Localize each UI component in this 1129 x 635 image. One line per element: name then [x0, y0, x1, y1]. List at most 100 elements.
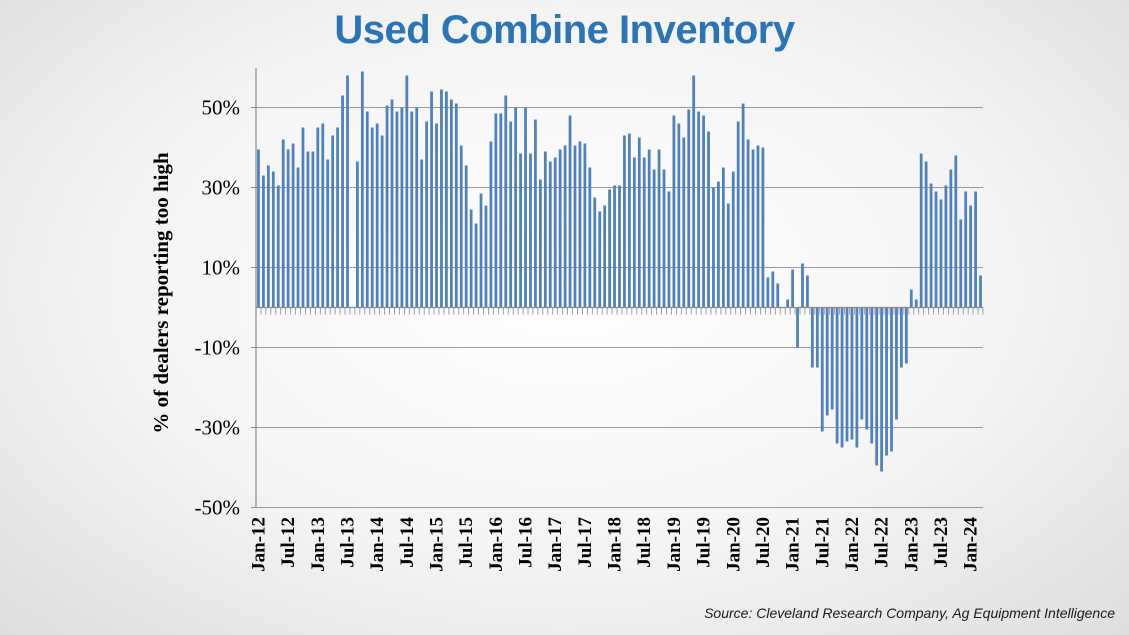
bar: [919, 153, 923, 308]
bar: [830, 307, 834, 410]
bar: [484, 205, 488, 308]
bar: [766, 277, 770, 308]
bar: [850, 307, 854, 440]
bar: [875, 307, 879, 466]
bar: [652, 169, 656, 308]
bar: [746, 139, 750, 308]
x-tick-label: Jul-18: [634, 517, 655, 568]
x-tick-label: Jul-14: [397, 517, 418, 568]
bar: [731, 171, 735, 308]
bar: [430, 91, 433, 308]
x-tick-label: Jul-21: [812, 517, 833, 568]
bar: [677, 123, 681, 308]
bar: [316, 127, 320, 308]
bar: [370, 127, 374, 308]
bar: [647, 149, 651, 308]
bar: [291, 143, 295, 308]
bar: [578, 141, 582, 308]
bar: [608, 189, 611, 308]
bar: [712, 187, 715, 308]
y-tick-label: -30%: [195, 416, 241, 440]
bar: [632, 157, 636, 308]
bar: [618, 185, 621, 308]
y-tick-label: -50%: [195, 496, 241, 520]
bar: [726, 203, 730, 308]
bar: [306, 151, 310, 308]
x-tick-label: Jul-22: [872, 517, 893, 568]
bar: [806, 275, 809, 308]
y-tick-label: 30%: [202, 176, 241, 200]
bar: [296, 167, 300, 308]
x-tick-label: Jul-13: [337, 517, 358, 568]
bar: [553, 157, 557, 308]
bar: [346, 75, 349, 308]
bar: [954, 155, 958, 308]
bar: [276, 185, 280, 308]
bar: [613, 185, 616, 308]
bar: [440, 89, 443, 308]
bar: [360, 71, 364, 308]
bar: [736, 121, 740, 308]
x-tick-label: Jan-22: [842, 517, 863, 572]
bar: [840, 307, 844, 448]
bar: [519, 153, 522, 308]
bar: [286, 149, 290, 308]
bar: [474, 223, 478, 308]
bar: [721, 167, 725, 308]
x-tick-label: Jan-19: [664, 517, 685, 572]
x-tick-label: Jan-23: [901, 517, 922, 572]
bar: [331, 135, 335, 308]
bar: [914, 299, 918, 308]
bar: [400, 107, 404, 308]
bar: [271, 171, 275, 308]
bar: [257, 149, 260, 308]
bar: [573, 145, 577, 308]
x-tick-label: Jan-15: [427, 517, 448, 572]
bar: [356, 161, 359, 308]
bar: [756, 145, 760, 308]
bar: [514, 107, 518, 308]
bar: [657, 149, 661, 308]
bar: [969, 205, 973, 308]
chart-title: Used Combine Inventory: [334, 8, 795, 52]
bar: [707, 131, 710, 308]
bar: [939, 199, 943, 308]
bar: [568, 115, 572, 308]
bar: [464, 165, 468, 308]
bar: [598, 211, 602, 308]
bar: [810, 307, 814, 368]
bar: [642, 157, 646, 308]
bar: [504, 95, 508, 308]
bar: [934, 191, 938, 308]
bar: [904, 307, 908, 364]
bar: [791, 269, 794, 308]
bar: [588, 167, 592, 308]
bar: [583, 143, 587, 308]
bar: [538, 179, 542, 308]
bar: [835, 307, 839, 444]
bar: [637, 137, 641, 308]
x-tick-label: Jan-18: [605, 517, 626, 572]
bar: [964, 191, 968, 308]
bar: [751, 149, 755, 308]
bars: [257, 71, 982, 472]
bar: [692, 75, 696, 308]
bar: [741, 103, 745, 308]
bar: [534, 119, 537, 308]
source-note: Source: Cleveland Research Company, Ag E…: [704, 605, 1115, 621]
bar: [326, 159, 330, 308]
bar: [445, 91, 448, 308]
bar: [900, 307, 903, 368]
bar: [815, 307, 819, 368]
x-tick-label: Jul-16: [516, 517, 537, 568]
x-tick-label: Jul-20: [753, 517, 774, 568]
bar: [311, 151, 315, 308]
bar: [603, 205, 607, 308]
bar: [543, 151, 547, 308]
bar: [558, 149, 562, 308]
bar: [974, 191, 977, 308]
x-tick-labels: Jan-12 Jul-12 Jan-13 Jul-13 Jan-14 Jul-14 Jan-…: [248, 517, 981, 572]
y-tick-labels: 50% 30% 10% -10% -30% -50%: [195, 96, 241, 520]
bar: [890, 307, 893, 452]
bar: [771, 271, 775, 308]
